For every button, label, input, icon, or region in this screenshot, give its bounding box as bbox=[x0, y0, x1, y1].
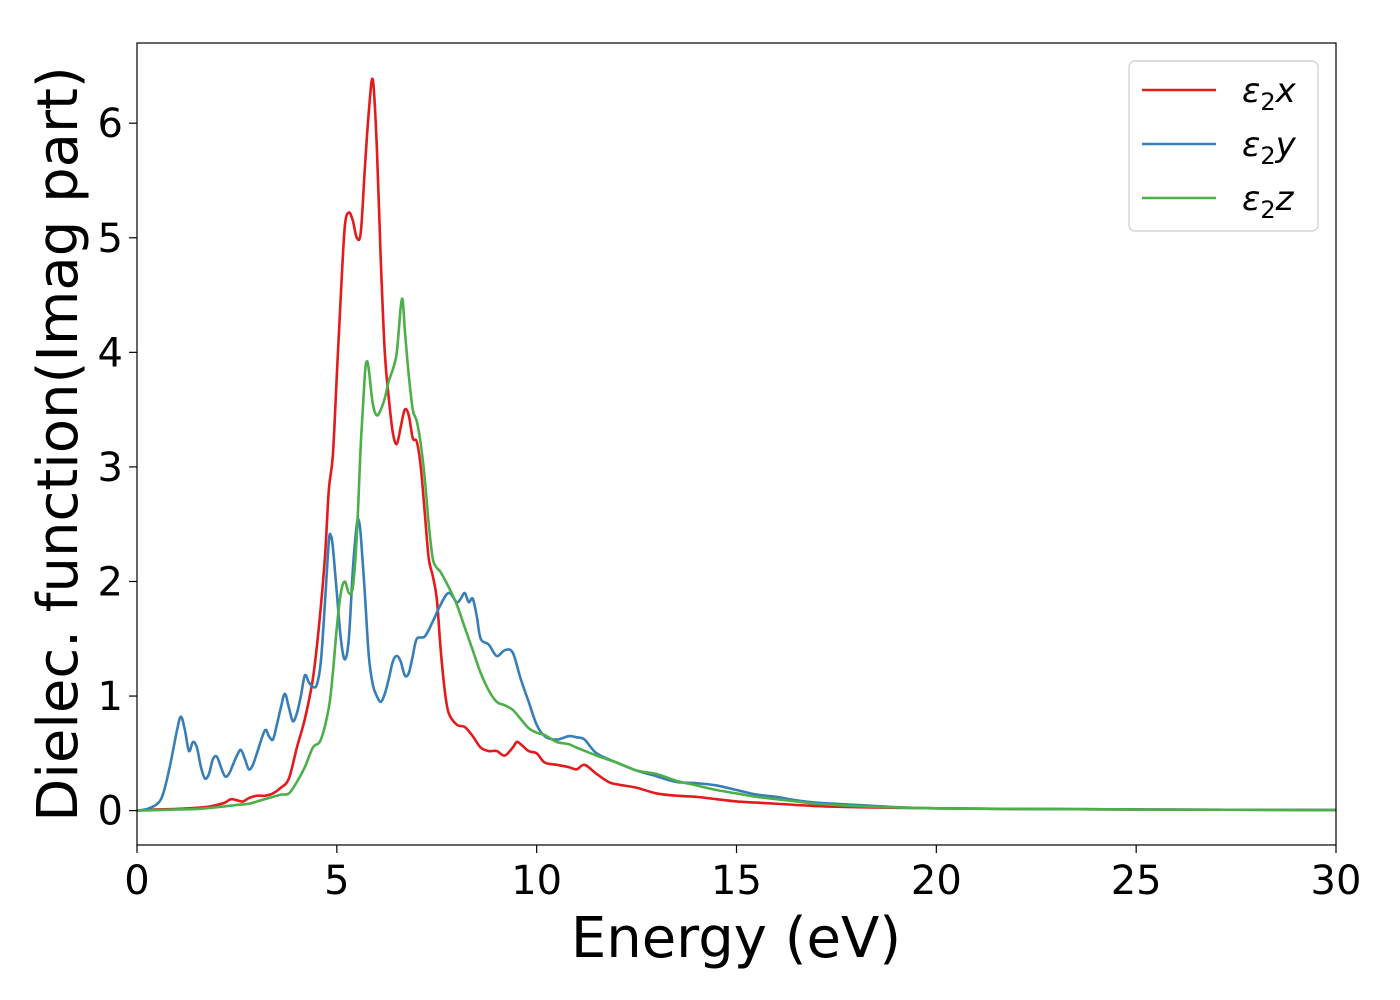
series-line-y bbox=[137, 517, 1336, 812]
x-tick-label: 25 bbox=[1111, 858, 1162, 904]
y-axis: 0 1 2 3 4 5 6 bbox=[98, 101, 137, 835]
x-axis-title: Energy (eV) bbox=[571, 906, 901, 971]
y-tick-label: 5 bbox=[98, 216, 123, 262]
series-line-x bbox=[137, 77, 1336, 812]
y-axis-title: Dielec. function(Imag part) bbox=[26, 66, 91, 822]
legend-box bbox=[1128, 60, 1319, 232]
series-layer bbox=[137, 77, 1336, 812]
y-tick-label: 4 bbox=[98, 330, 123, 376]
legend-label-z: ε2z bbox=[1242, 179, 1295, 224]
legend: ε2x ε2y ε2z bbox=[1128, 60, 1319, 232]
x-tick-label: 5 bbox=[324, 858, 349, 904]
x-tick-label: 15 bbox=[711, 858, 762, 904]
y-tick-label: 1 bbox=[98, 674, 123, 720]
y-tick-label: 2 bbox=[98, 559, 123, 605]
legend-label-y: ε2y bbox=[1242, 125, 1297, 170]
legend-label-x: ε2x bbox=[1242, 71, 1297, 116]
x-tick-label: 30 bbox=[1311, 858, 1362, 904]
x-axis: 0 5 10 15 20 25 30 bbox=[124, 845, 1361, 904]
series-line-z bbox=[137, 297, 1336, 812]
x-tick-label: 20 bbox=[911, 858, 962, 904]
x-tick-label: 0 bbox=[124, 858, 149, 904]
y-tick-label: 3 bbox=[98, 445, 123, 491]
x-tick-label: 10 bbox=[511, 858, 562, 904]
y-tick-label: 0 bbox=[98, 789, 123, 835]
y-tick-label: 6 bbox=[98, 101, 123, 147]
